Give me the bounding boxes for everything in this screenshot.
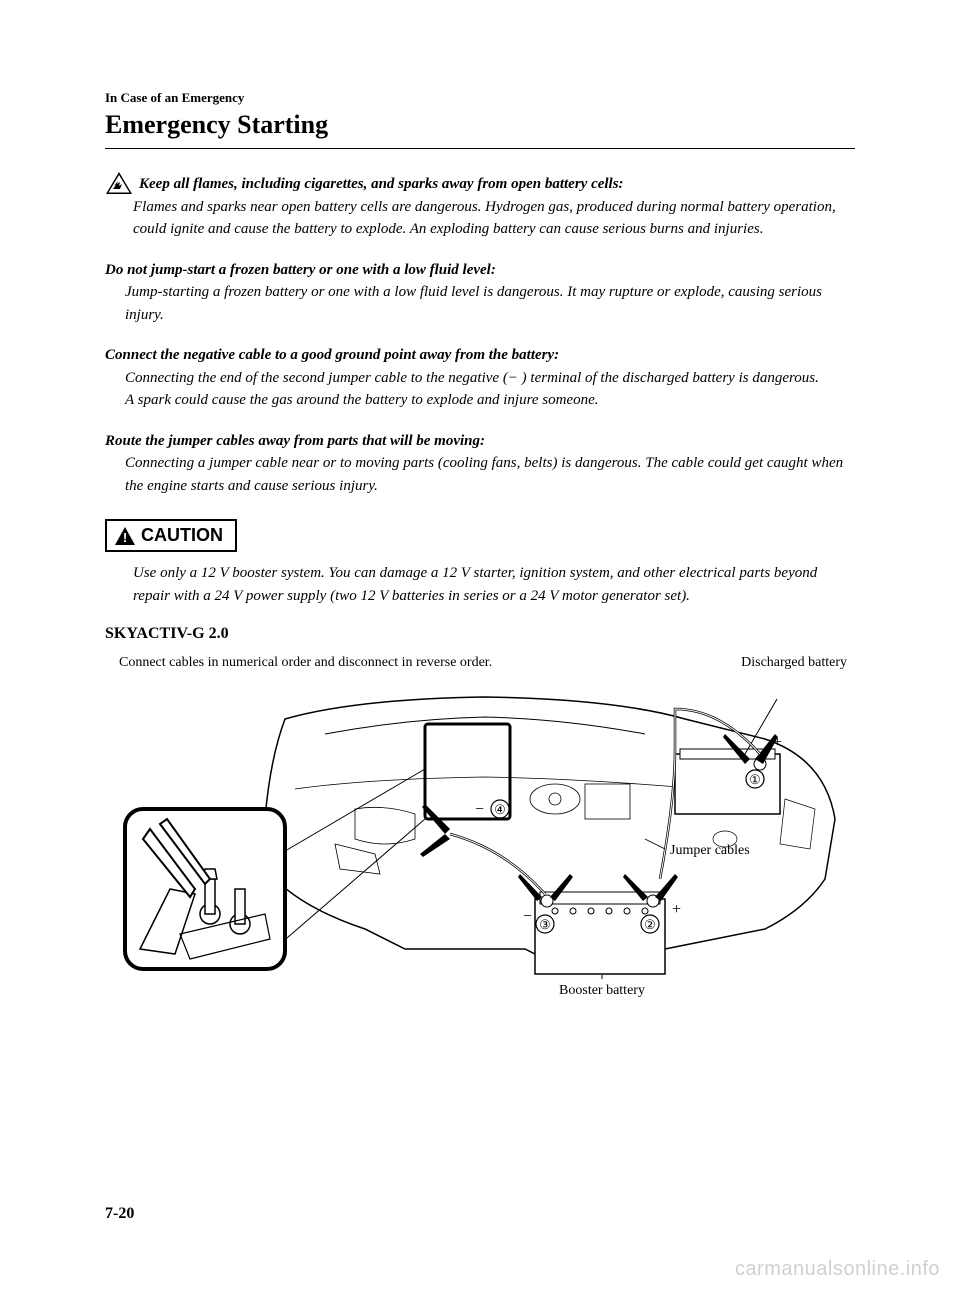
warning-block: Do not jump-start a frozen battery or on… — [105, 259, 855, 327]
warning-body: Connecting a jumper cable near or to mov… — [105, 452, 855, 497]
caution-section: ! CAUTION Use only a 12 V booster system… — [105, 515, 855, 607]
warning-heading: Do not jump-start a frozen battery or on… — [105, 259, 855, 282]
svg-text:!: ! — [123, 530, 127, 545]
warning-body: Connecting the end of the second jumper … — [105, 367, 855, 412]
page-title: Emergency Starting — [105, 110, 855, 140]
watermark: carmanualsonline.info — [735, 1258, 940, 1281]
warning-block: Route the jumper cables away from parts … — [105, 430, 855, 498]
diagram-caption-row: Connect cables in numerical order and di… — [105, 655, 855, 671]
warning-heading: Route the jumper cables away from parts … — [105, 430, 855, 453]
svg-text:−: − — [523, 908, 532, 925]
divider — [105, 148, 855, 149]
warning-heading: Keep all flames, including cigarettes, a… — [139, 173, 624, 196]
svg-text:②: ② — [644, 917, 656, 932]
svg-text:③: ③ — [539, 917, 551, 932]
explosion-warning-icon — [105, 171, 133, 195]
caution-box: ! CAUTION — [105, 519, 237, 552]
jumper-cables-label: Jumper cables — [670, 843, 750, 858]
discharged-battery-label: Discharged battery — [741, 655, 847, 671]
svg-text:−: − — [475, 801, 484, 818]
diagram-caption: Connect cables in numerical order and di… — [119, 655, 492, 671]
warning-body: Jump-starting a frozen battery or one wi… — [105, 281, 855, 326]
caution-triangle-icon: ! — [115, 527, 135, 545]
warning-block: Keep all flames, including cigarettes, a… — [105, 173, 855, 241]
warning-block: Connect the negative cable to a good gro… — [105, 344, 855, 412]
caution-label: CAUTION — [141, 525, 223, 546]
warning-heading: Connect the negative cable to a good gro… — [105, 344, 855, 367]
page-number: 7-20 — [105, 1205, 134, 1223]
warning-body: Flames and sparks near open battery cell… — [105, 196, 855, 241]
engine-label: SKYACTIV-G 2.0 — [105, 625, 855, 643]
caution-body: Use only a 12 V booster system. You can … — [105, 562, 855, 607]
booster-battery-label: Booster battery — [559, 983, 645, 998]
svg-text:①: ① — [749, 772, 761, 787]
section-label: In Case of an Emergency — [105, 90, 855, 106]
svg-text:④: ④ — [494, 802, 506, 817]
svg-text:+: + — [672, 901, 681, 918]
jumper-cable-diagram: + ① Booster battery + ② − ③ — [105, 679, 855, 1019]
